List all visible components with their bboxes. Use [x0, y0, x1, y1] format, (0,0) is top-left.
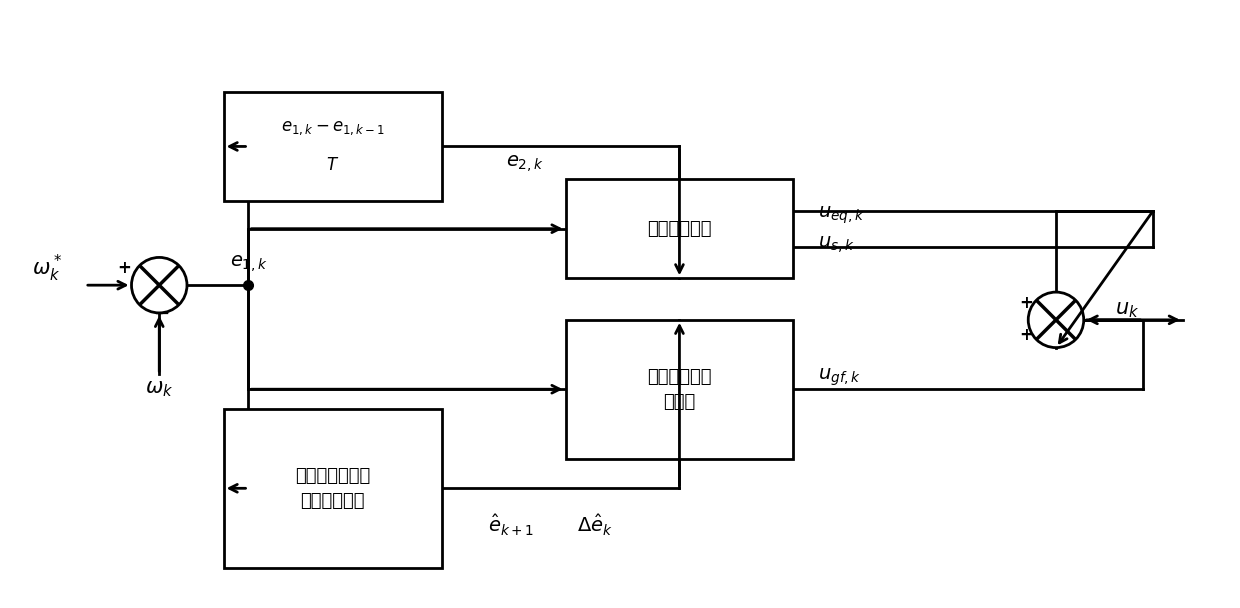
Text: $u_k$: $u_k$	[1116, 300, 1140, 320]
Bar	[565, 179, 794, 278]
Circle shape	[131, 257, 187, 313]
Text: $u_{gf,k}$: $u_{gf,k}$	[818, 367, 862, 388]
Text: +: +	[118, 260, 131, 277]
Text: $e_{2,k}$: $e_{2,k}$	[506, 153, 544, 174]
Text: −: −	[154, 303, 170, 322]
Bar	[223, 409, 441, 568]
Text: $\omega^*_k$: $\omega^*_k$	[32, 253, 62, 284]
Text: $\hat{e}_{k+1}$: $\hat{e}_{k+1}$	[487, 513, 534, 537]
Text: 终端滑模控制
补偿项: 终端滑模控制 补偿项	[647, 368, 712, 411]
Text: $\omega_k$: $\omega_k$	[145, 379, 174, 399]
Text: +: +	[1019, 326, 1033, 344]
Text: $e_{1,k}$: $e_{1,k}$	[231, 253, 268, 274]
Text: $e_{1,k}-e_{1,k-1}$: $e_{1,k}-e_{1,k-1}$	[280, 119, 384, 137]
Text: $T$: $T$	[326, 156, 340, 174]
Circle shape	[1028, 292, 1084, 348]
Text: $u_{eq,k}$: $u_{eq,k}$	[818, 204, 866, 226]
Text: 终端滑模控制: 终端滑模控制	[647, 219, 712, 238]
Text: 基于遗传算法优
化的灰色预测: 基于遗传算法优 化的灰色预测	[295, 467, 371, 510]
Text: $\Delta\hat{e}_k$: $\Delta\hat{e}_k$	[578, 513, 613, 537]
Bar	[223, 92, 441, 201]
Bar	[565, 320, 794, 458]
Text: +: +	[1019, 294, 1033, 312]
Text: $u_{s,k}$: $u_{s,k}$	[818, 234, 856, 255]
